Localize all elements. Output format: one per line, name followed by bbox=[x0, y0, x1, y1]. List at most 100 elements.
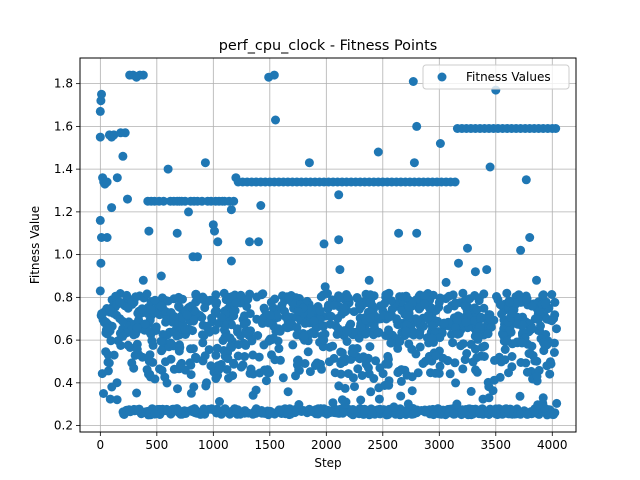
data-point bbox=[103, 366, 113, 376]
data-point bbox=[409, 409, 419, 419]
data-point bbox=[497, 309, 507, 319]
data-point bbox=[485, 314, 495, 324]
data-point bbox=[366, 387, 376, 397]
data-point bbox=[551, 124, 561, 133]
data-point bbox=[501, 404, 511, 414]
data-point bbox=[222, 365, 232, 374]
data-point bbox=[369, 374, 379, 383]
data-point bbox=[434, 297, 444, 307]
data-point bbox=[374, 383, 384, 393]
data-point bbox=[123, 303, 133, 313]
data-point bbox=[151, 322, 161, 332]
data-point bbox=[334, 190, 344, 200]
data-point bbox=[97, 89, 106, 99]
data-point bbox=[233, 351, 243, 361]
data-point bbox=[226, 256, 236, 266]
data-point bbox=[271, 310, 281, 320]
data-point bbox=[156, 271, 166, 281]
data-point bbox=[150, 295, 160, 305]
data-point bbox=[95, 215, 105, 225]
data-point bbox=[157, 346, 166, 356]
x-axis-ticks: 0 500 1000 1500 2000 2500 3000 3500 4000 bbox=[97, 432, 568, 452]
data-point bbox=[361, 329, 370, 339]
data-point bbox=[508, 309, 518, 318]
y-axis-ticks: 0.2 0.4 0.6 0.8 1.0 1.2 1.4 1.6 1.8 bbox=[54, 77, 80, 433]
data-point bbox=[188, 315, 198, 325]
data-point bbox=[180, 324, 190, 334]
data-point bbox=[457, 405, 467, 415]
data-point bbox=[118, 331, 128, 341]
data-point bbox=[435, 333, 445, 343]
data-point bbox=[169, 294, 179, 304]
data-point bbox=[383, 359, 393, 369]
data-point bbox=[115, 297, 125, 307]
data-point bbox=[102, 233, 112, 242]
data-point bbox=[243, 329, 253, 339]
data-point bbox=[522, 367, 532, 377]
data-point bbox=[445, 369, 455, 379]
data-point bbox=[231, 298, 241, 308]
data-point bbox=[161, 317, 171, 327]
data-point bbox=[106, 336, 116, 346]
data-point bbox=[283, 408, 293, 418]
data-point bbox=[470, 267, 480, 277]
data-point bbox=[330, 368, 340, 378]
data-point bbox=[482, 265, 492, 275]
data-point bbox=[532, 275, 541, 285]
data-point bbox=[552, 398, 562, 408]
data-point bbox=[163, 406, 172, 416]
data-point bbox=[207, 405, 217, 414]
data-point bbox=[150, 374, 160, 384]
data-point bbox=[401, 326, 411, 336]
data-point bbox=[142, 289, 152, 299]
data-point bbox=[329, 300, 339, 310]
data-point bbox=[365, 290, 375, 300]
data-point bbox=[172, 331, 182, 341]
data-point bbox=[107, 203, 117, 213]
data-point bbox=[294, 400, 304, 409]
data-point bbox=[292, 360, 302, 370]
data-point bbox=[479, 303, 489, 313]
data-point bbox=[552, 324, 561, 334]
data-point bbox=[358, 352, 368, 362]
data-point bbox=[245, 309, 255, 319]
data-point bbox=[265, 408, 275, 418]
data-point bbox=[504, 368, 513, 378]
data-point bbox=[271, 115, 280, 125]
data-point bbox=[172, 228, 182, 238]
chart-title: perf_cpu_clock - Fitness Points bbox=[219, 38, 437, 54]
data-point bbox=[305, 367, 315, 377]
data-point bbox=[134, 315, 144, 325]
data-point bbox=[125, 407, 135, 417]
data-point bbox=[107, 382, 117, 392]
data-point bbox=[104, 358, 114, 368]
data-point bbox=[198, 338, 208, 348]
data-point bbox=[373, 328, 383, 338]
data-point bbox=[415, 342, 425, 352]
data-point bbox=[339, 303, 349, 313]
data-point bbox=[343, 293, 353, 302]
data-point bbox=[260, 304, 270, 314]
x-axis-label: Step bbox=[314, 456, 341, 470]
data-point bbox=[299, 331, 309, 341]
data-point bbox=[256, 408, 266, 417]
data-point bbox=[218, 336, 228, 345]
data-point bbox=[383, 407, 393, 417]
data-point bbox=[275, 326, 285, 336]
data-point bbox=[394, 228, 404, 238]
data-point bbox=[547, 290, 557, 299]
data-point bbox=[427, 333, 437, 343]
data-point bbox=[451, 298, 460, 308]
data-point bbox=[120, 128, 130, 138]
data-point bbox=[123, 340, 133, 350]
data-point bbox=[225, 333, 235, 343]
data-point bbox=[178, 294, 187, 304]
data-point bbox=[211, 374, 221, 383]
axes-frame bbox=[79, 57, 577, 433]
data-point bbox=[210, 226, 219, 236]
data-point bbox=[193, 252, 202, 262]
data-point bbox=[490, 355, 499, 365]
data-point bbox=[283, 387, 293, 397]
data-point bbox=[527, 323, 537, 333]
